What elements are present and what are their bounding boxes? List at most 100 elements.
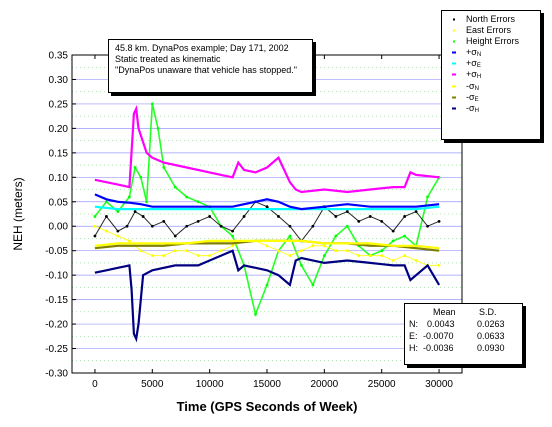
legend-label-neg_se: -σE — [466, 92, 479, 106]
y-tick-label: 0.25 — [49, 99, 69, 110]
y-tick-label: 0.00 — [49, 222, 69, 233]
legend-label-subscript: E — [474, 96, 479, 103]
legend-swatch-height — [453, 40, 455, 43]
data-point-height — [196, 200, 200, 204]
data-point-north — [105, 215, 108, 218]
data-point-north — [391, 229, 395, 233]
data-point-height — [185, 195, 189, 199]
legend-entry-north: North Errors — [442, 14, 540, 25]
legend-label-east: East Errors — [466, 25, 512, 36]
legend-swatch-neg_sn — [452, 85, 456, 88]
legend-label-pos_sh: +σH — [466, 69, 481, 83]
data-point-north — [403, 215, 407, 218]
legend-swatch-north — [453, 18, 455, 21]
series-pos_sh — [94, 104, 440, 194]
data-point-height — [391, 239, 395, 243]
data-point-height — [288, 234, 292, 238]
series-neg_sh — [94, 249, 441, 343]
data-point-east — [139, 249, 143, 253]
data-point-east — [219, 249, 223, 253]
stats-sd-e: 0.0633 — [477, 331, 505, 341]
legend-label-subscript: E — [476, 63, 481, 70]
data-point-height — [116, 210, 120, 213]
data-point-east — [173, 249, 177, 253]
legend-label-subscript: H — [474, 107, 479, 114]
data-point-height — [426, 195, 429, 199]
data-point-height — [265, 283, 269, 287]
x-tick-label: 10000 — [196, 379, 224, 390]
legend-entry-neg_sh: -σH — [442, 103, 540, 114]
data-point-north — [414, 210, 418, 213]
data-point-east — [368, 254, 372, 257]
legend-entry-east: East Errors — [442, 25, 540, 36]
y-tick-label: 0.30 — [49, 75, 69, 86]
y-tick-label: 0.20 — [49, 124, 69, 135]
data-point-north — [116, 229, 120, 233]
data-point-east — [403, 254, 407, 257]
data-point-north — [380, 219, 384, 223]
data-point-height — [139, 175, 143, 179]
data-point-north — [437, 219, 441, 223]
data-point-north — [196, 219, 200, 223]
legend-label-neg_sh: -σH — [466, 103, 479, 117]
series-neg_sn — [94, 239, 440, 250]
y-axis-label: NEH (meters) — [11, 177, 25, 250]
data-point-height — [380, 249, 384, 253]
data-point-north — [162, 219, 166, 223]
data-point-east — [345, 249, 349, 253]
stats-sd-n: 0.0263 — [477, 319, 505, 329]
data-point-east — [437, 263, 441, 267]
y-tick-label: -0.30 — [45, 369, 68, 380]
stats-mean-n: 0.0043 — [427, 319, 455, 329]
legend-label-subscript: H — [476, 74, 482, 81]
series-north — [93, 200, 441, 243]
data-point-east — [116, 234, 120, 238]
data-point-east — [265, 244, 269, 248]
data-point-north — [357, 219, 361, 223]
data-point-east — [311, 244, 315, 248]
data-point-north — [219, 224, 223, 228]
data-point-height — [231, 234, 234, 238]
data-point-height — [105, 200, 108, 204]
data-point-north — [173, 234, 177, 238]
data-point-north — [133, 210, 137, 213]
data-point-east — [380, 254, 384, 257]
data-point-height — [173, 185, 177, 189]
data-point-north — [368, 215, 372, 218]
legend-swatch-pos_sh — [452, 73, 456, 76]
data-point-height — [311, 283, 315, 287]
stats-mean-h: -0.0036 — [423, 343, 454, 353]
data-point-east — [208, 254, 212, 257]
data-point-east — [150, 254, 154, 257]
data-point-north — [288, 224, 292, 228]
annotation-line-1: 45.8 km. DynaPos example; Day 171, 2002 — [115, 43, 289, 53]
x-tick-label: 20000 — [310, 379, 338, 390]
data-point-height — [322, 254, 326, 257]
legend-label-main: -σ — [466, 102, 475, 113]
data-point-east — [391, 259, 395, 262]
data-point-north — [242, 215, 246, 218]
data-point-east — [288, 254, 292, 257]
legend-label-north: North Errors — [466, 14, 516, 24]
data-point-north — [277, 215, 280, 218]
data-point-north — [208, 215, 212, 218]
annotation-line-2: Static treated as kinematic — [115, 54, 221, 64]
data-point-east — [185, 249, 189, 253]
y-tick-label: -0.10 — [45, 271, 68, 282]
data-point-east — [231, 244, 234, 248]
stats-label-e: E: — [409, 331, 418, 341]
y-tick-label: 0.10 — [49, 173, 69, 184]
y-tick-label: -0.15 — [45, 295, 68, 306]
legend-entry-neg_se: -σE — [442, 92, 540, 103]
data-point-east — [357, 254, 361, 257]
x-tick-label: 25000 — [368, 379, 396, 390]
data-point-north — [150, 224, 154, 228]
legend-swatch-east — [453, 29, 455, 32]
data-point-east — [300, 249, 303, 253]
data-point-north — [334, 215, 338, 218]
data-point-height — [300, 263, 303, 267]
data-point-height — [156, 126, 160, 130]
legend-label-pos_sn: +σN — [466, 47, 481, 61]
legend-label-main: -σ — [466, 91, 475, 102]
